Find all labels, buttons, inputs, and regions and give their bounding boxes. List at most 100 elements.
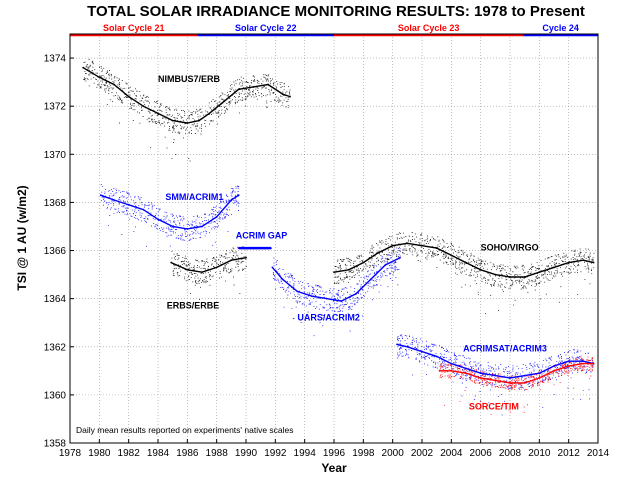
data-point (208, 112, 211, 115)
data-point (270, 247, 272, 250)
data-point (406, 242, 409, 245)
data-point (479, 377, 482, 379)
data-point (509, 381, 511, 384)
series-label: ERBS/ERBE (167, 300, 220, 310)
chart-note: Daily mean results reported on experimen… (76, 425, 294, 435)
series-label: ACRIM GAP (236, 231, 288, 241)
series-line (271, 257, 401, 302)
data-point (127, 95, 130, 98)
data-point (362, 261, 365, 264)
series-label: UARS/ACRIM2 (297, 312, 360, 322)
data-point (438, 369, 441, 372)
x-tick-label: 1988 (206, 448, 229, 459)
data-point (333, 271, 335, 274)
x-tick-label: 1986 (176, 448, 199, 459)
data-point (592, 362, 595, 365)
series-lines (82, 66, 595, 384)
x-tick-label: 1990 (235, 448, 258, 459)
chart-title: TOTAL SOLAR IRRADIANCE MONITORING RESULT… (87, 3, 585, 20)
data-point (237, 194, 240, 197)
data-point (509, 377, 511, 379)
data-point (245, 256, 247, 259)
data-point (237, 88, 240, 91)
data-point (582, 360, 585, 363)
data-point (347, 268, 350, 271)
data-point (465, 261, 467, 264)
series-label: SORCE/TIM (469, 401, 519, 411)
x-tick-label: 1984 (147, 448, 170, 459)
data-point (538, 271, 541, 274)
data-point (99, 194, 102, 197)
series-label: ACRIMSAT/ACRIM3 (463, 344, 547, 354)
x-tick-label: 2012 (558, 448, 581, 459)
data-point (186, 122, 189, 124)
data-point (391, 244, 394, 247)
data-point (567, 360, 570, 363)
data-point (157, 112, 159, 115)
data-point (223, 100, 225, 103)
data-point (553, 369, 555, 372)
data-point (186, 227, 189, 230)
series-label: SMM/ACRIM1 (165, 192, 223, 202)
y-tick-label: 1362 (44, 342, 67, 353)
x-tick-label: 2006 (470, 448, 493, 459)
data-point (215, 215, 218, 218)
data-point (230, 259, 233, 262)
data-point (215, 266, 218, 269)
data-point (289, 95, 291, 98)
series-labels: NIMBUS7/ERB SMM/ACRIM1 ERBS/ERBE ACRIM GAP U… (158, 74, 547, 411)
data-point (142, 105, 145, 108)
grid (70, 34, 598, 443)
series-line (170, 257, 247, 273)
data-point (369, 278, 372, 281)
data-point (396, 343, 398, 346)
data-point (230, 199, 233, 201)
data-point (465, 372, 467, 375)
data-point (170, 261, 173, 264)
data-point (421, 244, 423, 247)
y-axis-ticks: 1358 1360 1362 1364 1366 1368 1370 1372 1374 (44, 54, 74, 450)
cycle-label: Solar Cycle 23 (398, 23, 460, 33)
data-point (450, 254, 453, 257)
data-point (479, 268, 482, 271)
x-tick-label: 1982 (118, 448, 141, 459)
x-tick-label: 1980 (88, 448, 111, 459)
data-point (281, 93, 284, 96)
solar-cycle-bars: Solar Cycle 21 Solar Cycle 22 Solar Cycle … (70, 23, 598, 37)
data-point (582, 259, 585, 262)
cycle-label: Solar Cycle 22 (235, 23, 297, 33)
data-point (127, 203, 130, 206)
x-axis-ticks: 1978 1980 1982 1984 1986 1988 1990 1992 1994 1996… (59, 439, 610, 459)
data-point (271, 266, 274, 269)
data-point (509, 276, 511, 278)
data-point (355, 292, 357, 295)
x-tick-label: 2002 (411, 448, 434, 459)
data-point (142, 208, 145, 211)
series-scatter (83, 59, 291, 162)
data-point (201, 271, 203, 274)
data-point (592, 261, 595, 264)
data-point (435, 247, 438, 250)
x-tick-label: 1998 (352, 448, 375, 459)
y-tick-label: 1366 (44, 246, 67, 257)
x-tick-label: 2008 (499, 448, 522, 459)
series-label: NIMBUS7/ERB (158, 74, 221, 84)
y-tick-label: 1368 (44, 198, 67, 209)
data-point (267, 83, 269, 86)
cycle-label: Cycle 24 (542, 23, 579, 33)
data-point (494, 374, 497, 377)
x-tick-label: 2014 (587, 448, 610, 459)
data-point (281, 278, 284, 281)
data-point (113, 199, 115, 201)
data-point (494, 379, 497, 382)
series-scatter (334, 231, 595, 314)
data-point (198, 119, 200, 122)
y-tick-label: 1372 (44, 102, 67, 113)
x-tick-label: 2010 (528, 448, 551, 459)
data-point (523, 374, 526, 377)
data-point (406, 345, 409, 348)
data-point (186, 268, 189, 271)
data-point (311, 295, 313, 298)
data-point (538, 377, 541, 379)
